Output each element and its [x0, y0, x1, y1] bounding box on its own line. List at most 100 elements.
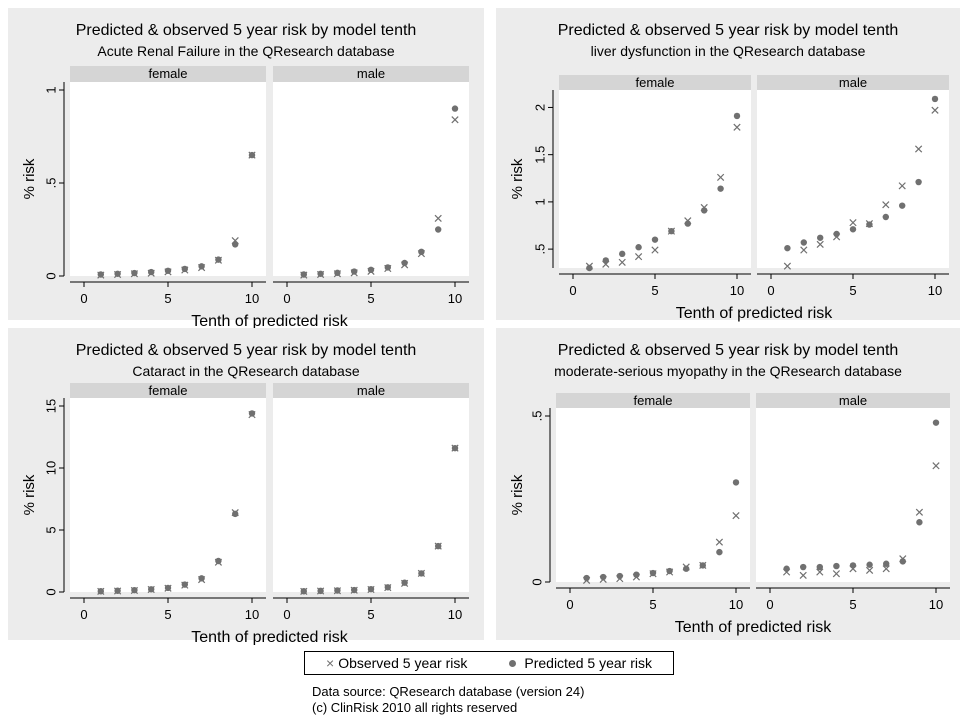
predicted-point [800, 239, 807, 246]
predicted-point [583, 574, 590, 582]
chart-subtitle: Acute Renal Failure in the QResearch dat… [97, 43, 394, 59]
observed-point [715, 538, 724, 546]
predicted-point [619, 250, 626, 258]
observed-point [865, 566, 874, 575]
source-line-2: (c) ClinRisk 2010 all rights reserved [312, 700, 518, 715]
panel-strip-label: female [148, 383, 187, 398]
predicted-point [148, 268, 155, 276]
panel-plot-area [556, 408, 750, 582]
observed-point [816, 568, 824, 576]
predicted-point [668, 227, 675, 235]
x-tick-label: 0 [283, 291, 290, 306]
panel-strip [556, 393, 750, 408]
predicted-point [866, 221, 873, 228]
y-axis-label: % risk [509, 474, 526, 515]
chart-subtitle: liver dysfunction in the QResearch datab… [591, 43, 866, 59]
panel-strip-label: male [839, 393, 867, 408]
predicted-point [633, 571, 640, 578]
predicted-point [716, 548, 723, 556]
y-tick-label: 2 [532, 104, 547, 111]
panel-strip [559, 75, 751, 90]
predicted-point [418, 248, 425, 256]
observed-point [799, 571, 807, 579]
predicted-point [600, 573, 607, 581]
x-tick-label: 10 [729, 597, 743, 612]
panel-strip-label: female [148, 66, 187, 81]
predicted-point [317, 587, 324, 595]
x-tick-label: 5 [651, 283, 658, 298]
observed-point [914, 145, 923, 153]
source-line-1: Data source: QResearch database (version… [312, 684, 585, 699]
predicted-point [666, 567, 673, 575]
dot-marker-icon [509, 659, 517, 667]
predicted-point [248, 410, 256, 417]
panel-male: male 0 5 10 [756, 393, 950, 612]
predicted-point [586, 264, 593, 272]
y-tick-label: 0 [529, 578, 544, 585]
x-tick-label: 10 [448, 291, 462, 306]
predicted-point [732, 479, 740, 486]
predicted-point [384, 264, 391, 271]
predicted-point [849, 562, 857, 569]
predicted-point [97, 588, 105, 595]
chart-title: Predicted & observed 5 year risk by mode… [558, 342, 899, 359]
y-tick-label: 0 [43, 272, 58, 279]
x-tick-label: 10 [245, 291, 259, 306]
x-axis-label: Tenth of predicted risk [676, 305, 834, 322]
predicted-point [882, 213, 889, 221]
chart-3: Predicted & observed 5 year risk by mode… [8, 328, 484, 645]
observed-point [915, 508, 924, 516]
figure: Predicted & observed 5 year risk by mode… [8, 8, 960, 645]
chart-title: Predicted & observed 5 year risk by mode… [76, 22, 417, 39]
observed-point [800, 246, 808, 254]
cross-marker-icon: × [326, 655, 335, 671]
predicted-point [435, 542, 442, 550]
predicted-point [114, 270, 121, 277]
chart-title: Predicted & observed 5 year risk by mode… [76, 342, 417, 359]
x-tick-label: 10 [928, 283, 942, 298]
predicted-point [367, 585, 375, 593]
observed-point [783, 262, 792, 270]
observed-point [634, 253, 643, 261]
observed-point [732, 511, 740, 520]
observed-point [651, 246, 659, 254]
panel-strip-label: male [357, 383, 385, 398]
predicted-point [317, 270, 324, 277]
x-tick-label: 0 [766, 597, 773, 612]
predicted-point [866, 561, 873, 568]
predicted-point [334, 269, 341, 277]
legend-item-observed: × Observed 5 year risk [326, 655, 467, 671]
chart-subtitle: moderate-serious myopathy in the QResear… [554, 363, 902, 379]
observed-point [816, 240, 824, 249]
predicted-point [148, 586, 155, 593]
predicted-point [699, 562, 706, 569]
panel-plot-area [70, 398, 266, 592]
predicted-point [248, 151, 256, 159]
panel-strip-label: female [633, 393, 672, 408]
chart-1: Predicted & observed 5 year risk by mode… [8, 8, 484, 330]
x-tick-label: 5 [649, 597, 656, 612]
predicted-point [131, 586, 138, 594]
x-axis-label: Tenth of predicted risk [191, 629, 349, 645]
predicted-point [131, 269, 138, 277]
x-axis-label: Tenth of predicted risk [675, 619, 833, 636]
panel-strip [273, 66, 469, 82]
chart-subtitle: Cataract in the QResearch database [132, 363, 359, 379]
predicted-point [800, 563, 807, 571]
predicted-point [384, 584, 391, 591]
observed-point [898, 182, 906, 190]
predicted-point [334, 587, 341, 594]
panel-strip [757, 75, 949, 90]
panel-plot-area [273, 82, 469, 276]
predicted-point [602, 257, 609, 264]
panel-plot-area [273, 398, 469, 592]
x-axis-label: Tenth of predicted risk [191, 313, 349, 330]
panel-female: female 0 5 10 [70, 66, 266, 306]
predicted-point [915, 178, 922, 186]
panel-plot-area [757, 90, 949, 268]
predicted-point [916, 519, 923, 526]
panel-strip [70, 383, 266, 398]
x-tick-label: 5 [367, 607, 374, 622]
predicted-point [198, 575, 205, 582]
panel-female: female 0 5 10 [559, 75, 751, 298]
